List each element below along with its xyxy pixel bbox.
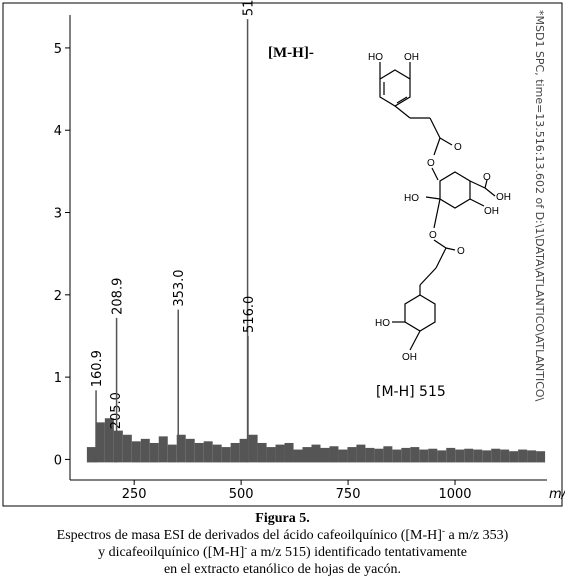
bond [433,239,447,249]
atom-label: O [427,158,435,169]
y-tick-label: 5 [54,42,62,57]
bond [429,117,441,139]
peak-label: 515.1 [242,0,257,16]
atom-label: OH [402,352,417,363]
ring [439,171,471,209]
caption-text: a m/z 515) identificado tentativamente [247,545,467,560]
structure: HO OH O O HO O OH OH O O HO OH [368,52,511,363]
caption-text: y dicafeoilquínico ([M-H] [98,545,245,560]
atom-label: HO [375,318,390,329]
caption-title: Figura 5. [255,511,310,526]
x-tick-label: 1000 [438,487,471,502]
caption-line: Espectros de masa ESI de derivados del á… [0,525,565,544]
bond [394,105,411,119]
atom-label: OH [496,192,511,203]
peak-label: 353.0 [172,269,187,306]
atom-label: O [429,230,437,241]
bond [469,198,485,207]
annotation: [M-H]- [268,45,314,61]
bond [431,167,439,181]
x-tick-label: 500 [229,487,254,502]
y-tick-label: 1 [54,371,62,386]
atom-label: HO [368,52,383,63]
bond [433,198,441,229]
y-tick-label: 0 [54,453,62,468]
bond [469,180,486,189]
bond [433,137,441,156]
atom-label: OH [404,52,419,63]
bond [419,267,437,286]
bond [445,247,456,251]
annotation-text: [M-H] [268,45,309,61]
peak-label: 160.9 [90,350,105,387]
bond [396,96,408,104]
atom-label: HO [404,193,419,204]
side-text: *MSD1 SPC, time=13.516:13.602 of D:\1\DA… [533,10,546,402]
caption-text: Espectros de masa ESI de derivados del á… [56,528,442,543]
frame [2,2,563,507]
caption-sup: - [441,525,445,536]
bond [484,187,496,197]
y-tick-label: 4 [54,124,62,139]
peak-label: 208.9 [111,278,126,315]
caption-sup: - [244,542,248,553]
caption-text: en el extracto etanólico de hojas de yac… [163,562,402,577]
x-tick-label: 750 [336,487,361,502]
annotation: [M-H] 515 [376,384,446,400]
bond [439,137,453,146]
annotation-sup: - [309,45,314,61]
caption-line: y dicafeoilquínico ([M-H]- a m/z 515) id… [0,542,565,561]
atom-label: O [457,246,465,257]
y-tick-label: 2 [54,289,62,304]
caption: Figura 5. Espectros de masa ESI de deriv… [0,510,565,578]
atom-label: O [454,142,462,153]
caption-text: a m/z 353) [444,528,509,543]
x-tick-label: 250 [122,487,147,502]
bond [484,179,488,189]
peak-label: 516.0 [242,296,257,333]
bond [409,330,421,351]
bond [435,247,447,269]
ring [404,294,436,332]
atom-label: O [483,172,491,183]
x-axis-label: m/z [549,487,565,502]
bond [425,196,441,200]
y-tick-label: 3 [54,207,62,222]
atom-label: OH [484,206,499,217]
